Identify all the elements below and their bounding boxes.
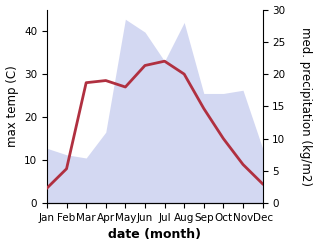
Y-axis label: med. precipitation (kg/m2): med. precipitation (kg/m2) [300,27,313,186]
Y-axis label: max temp (C): max temp (C) [5,65,18,147]
X-axis label: date (month): date (month) [108,228,201,242]
